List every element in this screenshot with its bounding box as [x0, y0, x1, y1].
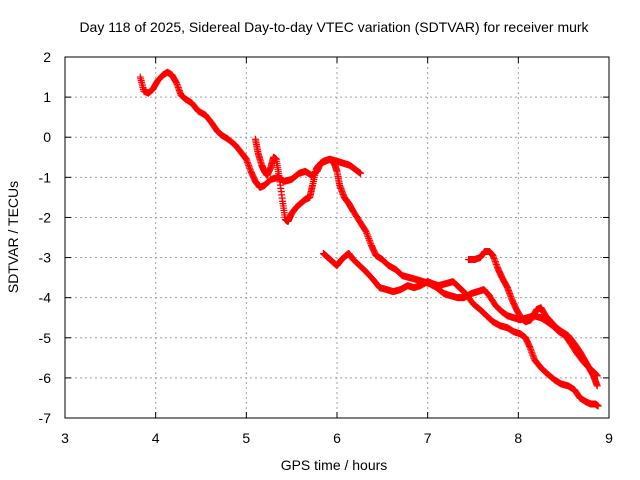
y-tick-label: 0	[43, 129, 51, 145]
data-point	[357, 169, 365, 177]
axis-ticks: 3 4 5 6 7 8 9 -7 -6 -5 -4 -3 -2 -1 0 1 2	[39, 49, 614, 446]
y-tick-label: -4	[39, 290, 52, 306]
y-tick-label: -3	[39, 250, 52, 266]
y-tick-label: -6	[39, 370, 52, 386]
data-point	[594, 402, 602, 410]
series-track-b	[251, 135, 365, 225]
chart-title: Day 118 of 2025, Sidereal Day-to-day VTE…	[79, 19, 589, 35]
series-track-c	[319, 250, 602, 410]
y-tick-label: -1	[39, 169, 52, 185]
data-point	[361, 226, 369, 234]
y-tick-label: 2	[43, 49, 51, 65]
x-tick-label: 9	[605, 430, 613, 446]
x-tick-label: 4	[152, 430, 160, 446]
y-tick-label: -2	[39, 209, 52, 225]
x-tick-label: 3	[61, 430, 69, 446]
x-tick-label: 8	[514, 430, 522, 446]
y-axis-label: SDTVAR / TECUs	[5, 181, 21, 293]
grid	[65, 57, 609, 418]
data-point	[593, 382, 601, 390]
x-axis-label: GPS time / hours	[281, 457, 388, 473]
y-tick-label: 1	[43, 89, 51, 105]
x-tick-label: 6	[333, 430, 341, 446]
plot-area	[136, 68, 602, 410]
series-track-d	[464, 248, 601, 390]
y-tick-label: -5	[39, 330, 52, 346]
x-tick-label: 7	[424, 430, 432, 446]
y-tick-label: -7	[39, 410, 52, 426]
series-track-a	[136, 68, 601, 380]
x-tick-label: 5	[242, 430, 250, 446]
